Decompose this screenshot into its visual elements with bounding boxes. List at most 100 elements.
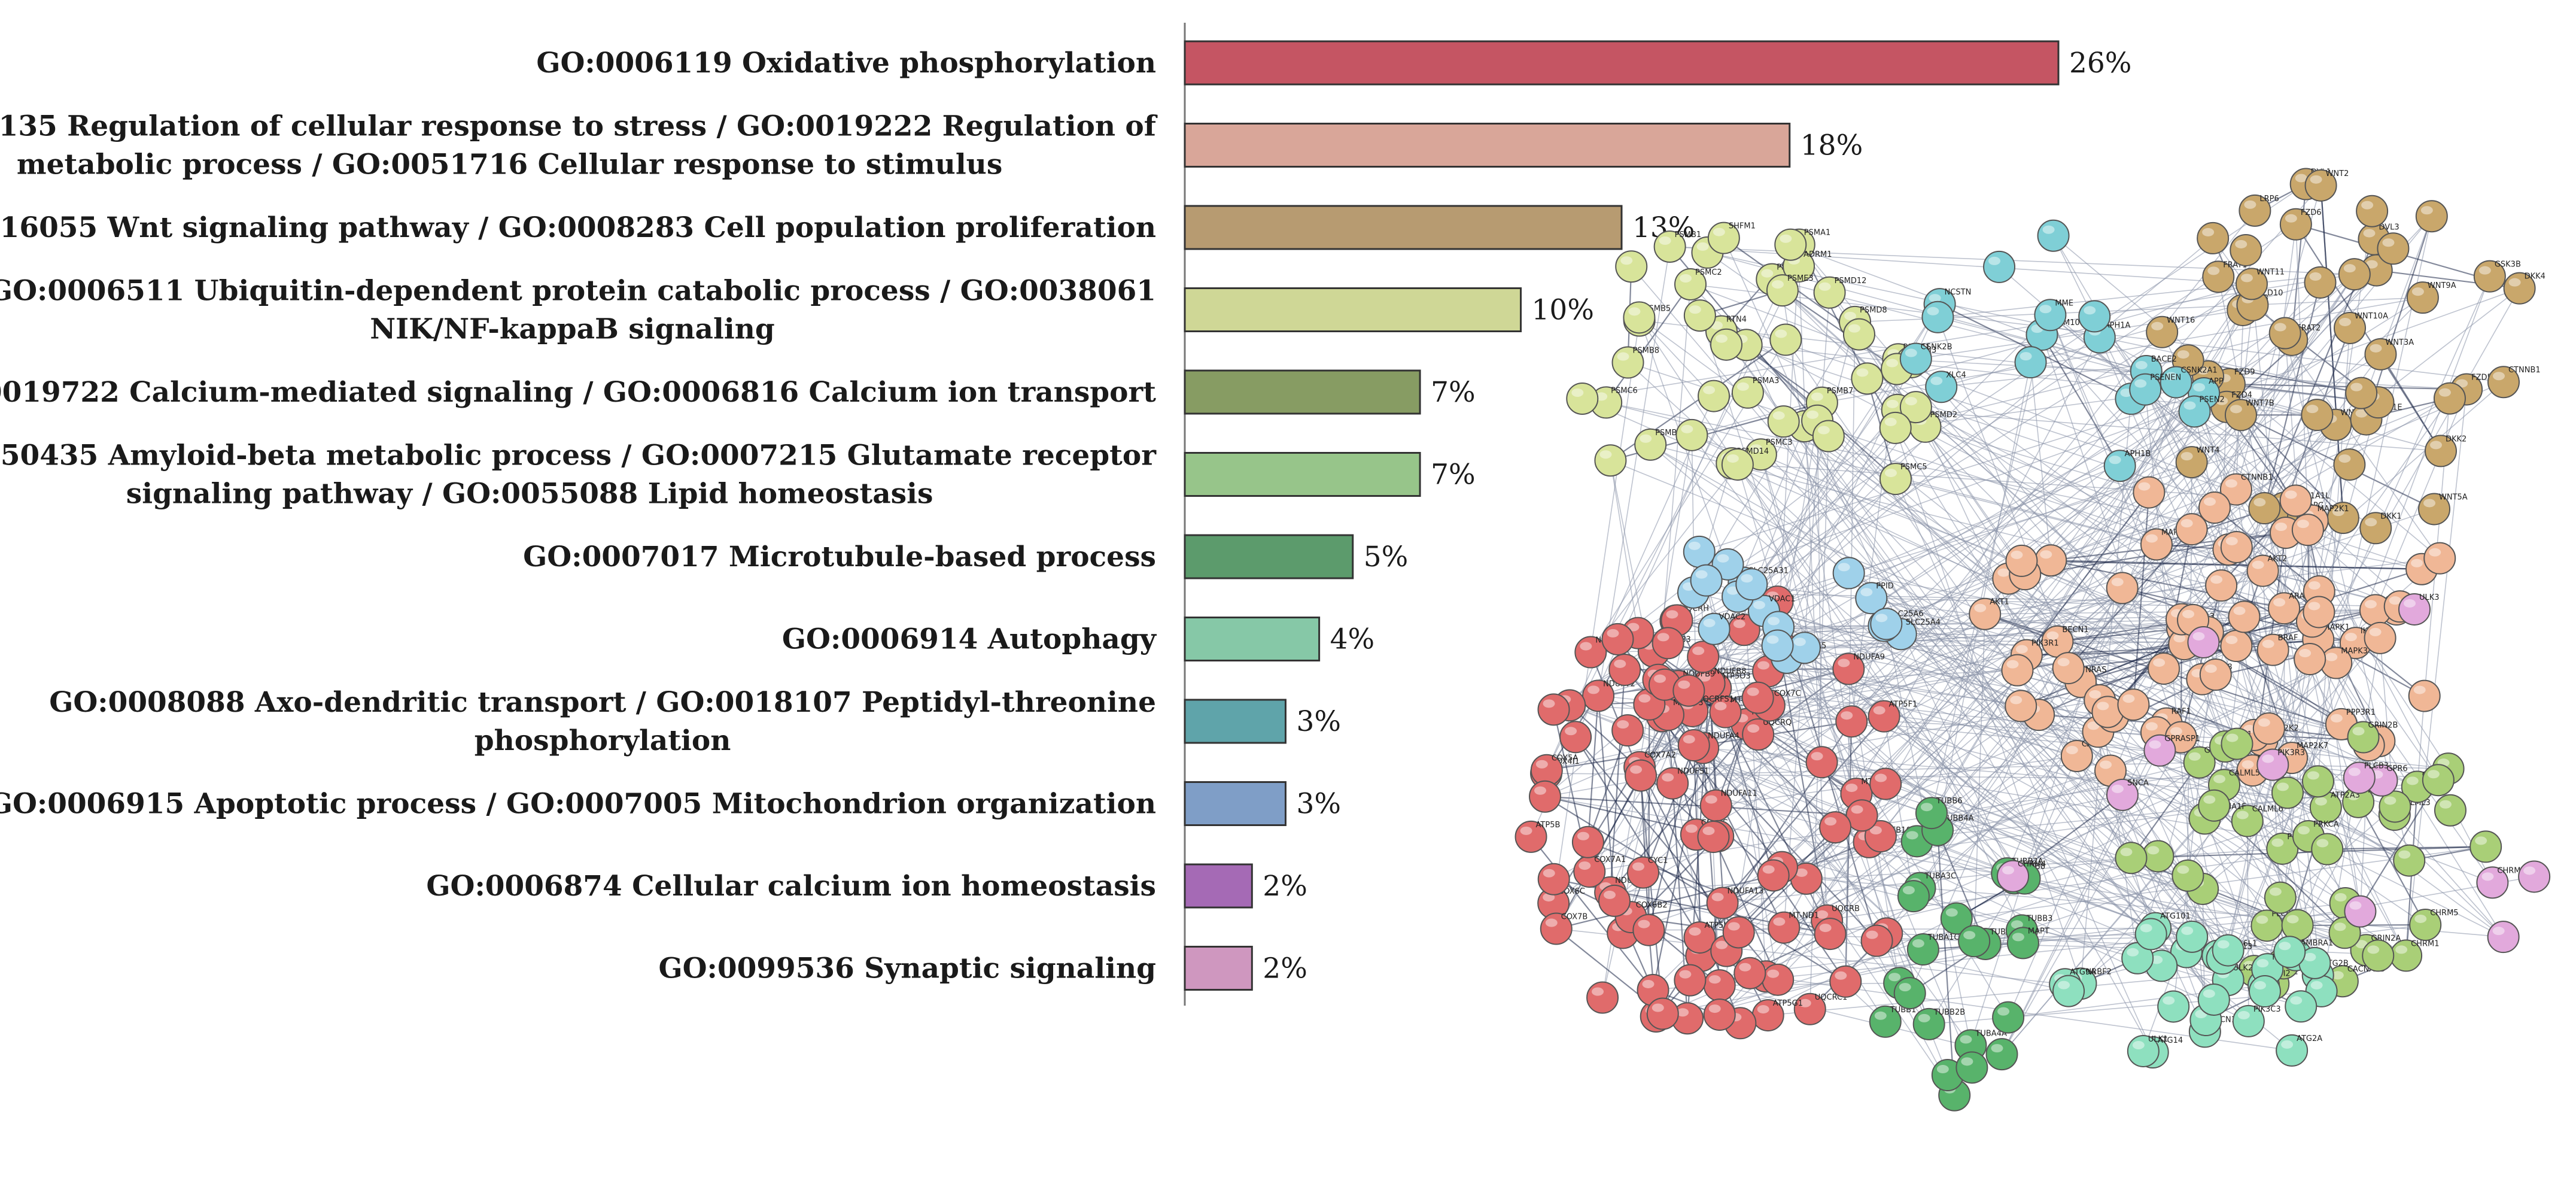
node-label: AKT1 — [1990, 598, 2009, 607]
category-label: GO:0080135 Regulation of cellular respon… — [0, 110, 1158, 143]
node-label: DKK4 — [2525, 272, 2545, 281]
node-label: TUBA1C — [1927, 933, 1960, 942]
network-node — [2005, 690, 2037, 723]
go-enrichment-bar-chart: 26% GO:0006119 Oxidative phosphorylation 1… — [0, 23, 2131, 1006]
network-edge — [1937, 424, 2337, 831]
network-node: WNT11 — [2235, 268, 2285, 300]
network-node — [2187, 626, 2220, 658]
node-label: PSENEN — [2150, 374, 2181, 383]
network-node: ATP5J — [1683, 921, 1726, 954]
network-node: TUBB6 — [1915, 797, 1963, 830]
network-node — [2408, 679, 2441, 712]
network-edge — [2112, 716, 2223, 959]
network-node: TUBB1 — [1869, 1005, 1916, 1038]
category-label: GO:0006915 Apoptotic process / GO:000700… — [0, 788, 1156, 821]
network-edge — [1530, 836, 1654, 991]
network-node — [2157, 990, 2190, 1023]
network-edge — [1640, 775, 1650, 930]
network-node — [2198, 491, 2231, 524]
network-node: WNT3A — [2364, 338, 2414, 371]
network-node — [1703, 998, 1736, 1031]
network-node: FRAT1 — [2202, 260, 2247, 293]
network-edge — [1999, 266, 2397, 610]
network-node: AKT2 — [2246, 554, 2287, 587]
network-node: ULK3 — [2398, 593, 2440, 626]
node-label: MAPK1 — [2323, 623, 2350, 632]
node-label: CALML6 — [2252, 805, 2283, 814]
network-node — [2134, 918, 2167, 951]
network-node — [1842, 318, 1875, 351]
network-node: ATP5G1 — [1751, 999, 1803, 1032]
node-label: CTNNB1 — [2508, 366, 2541, 375]
node-label: MAP2K1 — [2318, 505, 2349, 514]
network-edge — [2137, 508, 2265, 959]
network-node — [1870, 608, 1903, 641]
network-edge — [1731, 463, 2255, 972]
network-edge — [1702, 747, 1924, 950]
node-label: WNT2 — [2326, 169, 2349, 178]
network-node — [2176, 920, 2209, 953]
network-node — [1805, 746, 1838, 779]
network-edge — [1716, 687, 2449, 769]
network-node — [1864, 820, 1897, 853]
network-node: GPRASP1 — [2143, 734, 2200, 767]
network-edge — [1544, 796, 2345, 934]
network-edge — [1880, 836, 2315, 964]
node-label: PPID — [1876, 582, 1894, 591]
network-edge — [2057, 627, 2183, 642]
network-node — [1985, 1038, 2018, 1071]
network-edge — [1897, 409, 2441, 452]
node-label: RTN4 — [1726, 315, 1747, 324]
network-edge — [2394, 814, 2504, 937]
network-node: WNT16 — [2146, 315, 2195, 348]
network-node: CHRM4 — [1997, 860, 2046, 893]
network-edge — [1639, 320, 2379, 403]
network-node — [1788, 632, 1821, 664]
node-label: APH1A — [2104, 321, 2131, 330]
node-label: FRAT2 — [2297, 324, 2320, 333]
network-edge — [2080, 638, 2381, 984]
network-node: AKT1 — [1969, 597, 2009, 630]
value-label: 4% — [1330, 623, 1375, 656]
network-edge — [1689, 690, 2319, 976]
network-edge — [1721, 331, 2215, 1000]
node-label: TUBB2B — [1933, 1008, 1965, 1017]
node-label: WNT5A — [2439, 493, 2468, 502]
node-label: TUBB4A — [1942, 814, 1974, 823]
network-edge — [1687, 806, 2326, 1019]
network-node — [2106, 572, 2139, 605]
network-node — [1537, 693, 1570, 726]
network-node — [1683, 299, 1716, 332]
network-edge — [1885, 623, 2188, 876]
value-label: 3% — [1296, 788, 1341, 821]
network-node — [1790, 862, 1823, 895]
network-node: UQCRQ — [1742, 718, 1792, 751]
node-label: ATP5B — [1536, 821, 1561, 830]
network-node — [2434, 794, 2466, 827]
node-label: CSNK2B — [1921, 343, 1952, 352]
node-label: CHRM4 — [2018, 860, 2046, 869]
node-label: WNT3A — [2385, 338, 2414, 347]
network-node: CALML6 — [2231, 805, 2283, 837]
network-edge — [1931, 334, 2043, 813]
network-node — [2142, 840, 2174, 873]
network-edge — [2227, 464, 2350, 951]
network-edge — [1669, 246, 2252, 285]
node-label: GSK3B — [2495, 260, 2521, 269]
network-node — [2091, 696, 2124, 728]
node-label: PSMB7 — [1827, 387, 1854, 396]
network-node — [2377, 232, 2410, 265]
network-node — [2197, 221, 2230, 254]
node-label: ATP5F1 — [1889, 700, 1918, 709]
network-node — [1899, 391, 1932, 424]
network-edge — [2358, 802, 2426, 925]
node-label: UQCRFS1 — [1697, 695, 1734, 704]
network-node — [1769, 323, 1802, 356]
network-node — [1690, 564, 1723, 597]
network-node — [2364, 621, 2396, 654]
network-edge — [1668, 714, 2296, 956]
node-label: TUBA3C — [1924, 872, 1956, 881]
node-label: GPRASP1 — [2164, 734, 2200, 743]
node-label: GRIN2B — [2368, 721, 2398, 730]
